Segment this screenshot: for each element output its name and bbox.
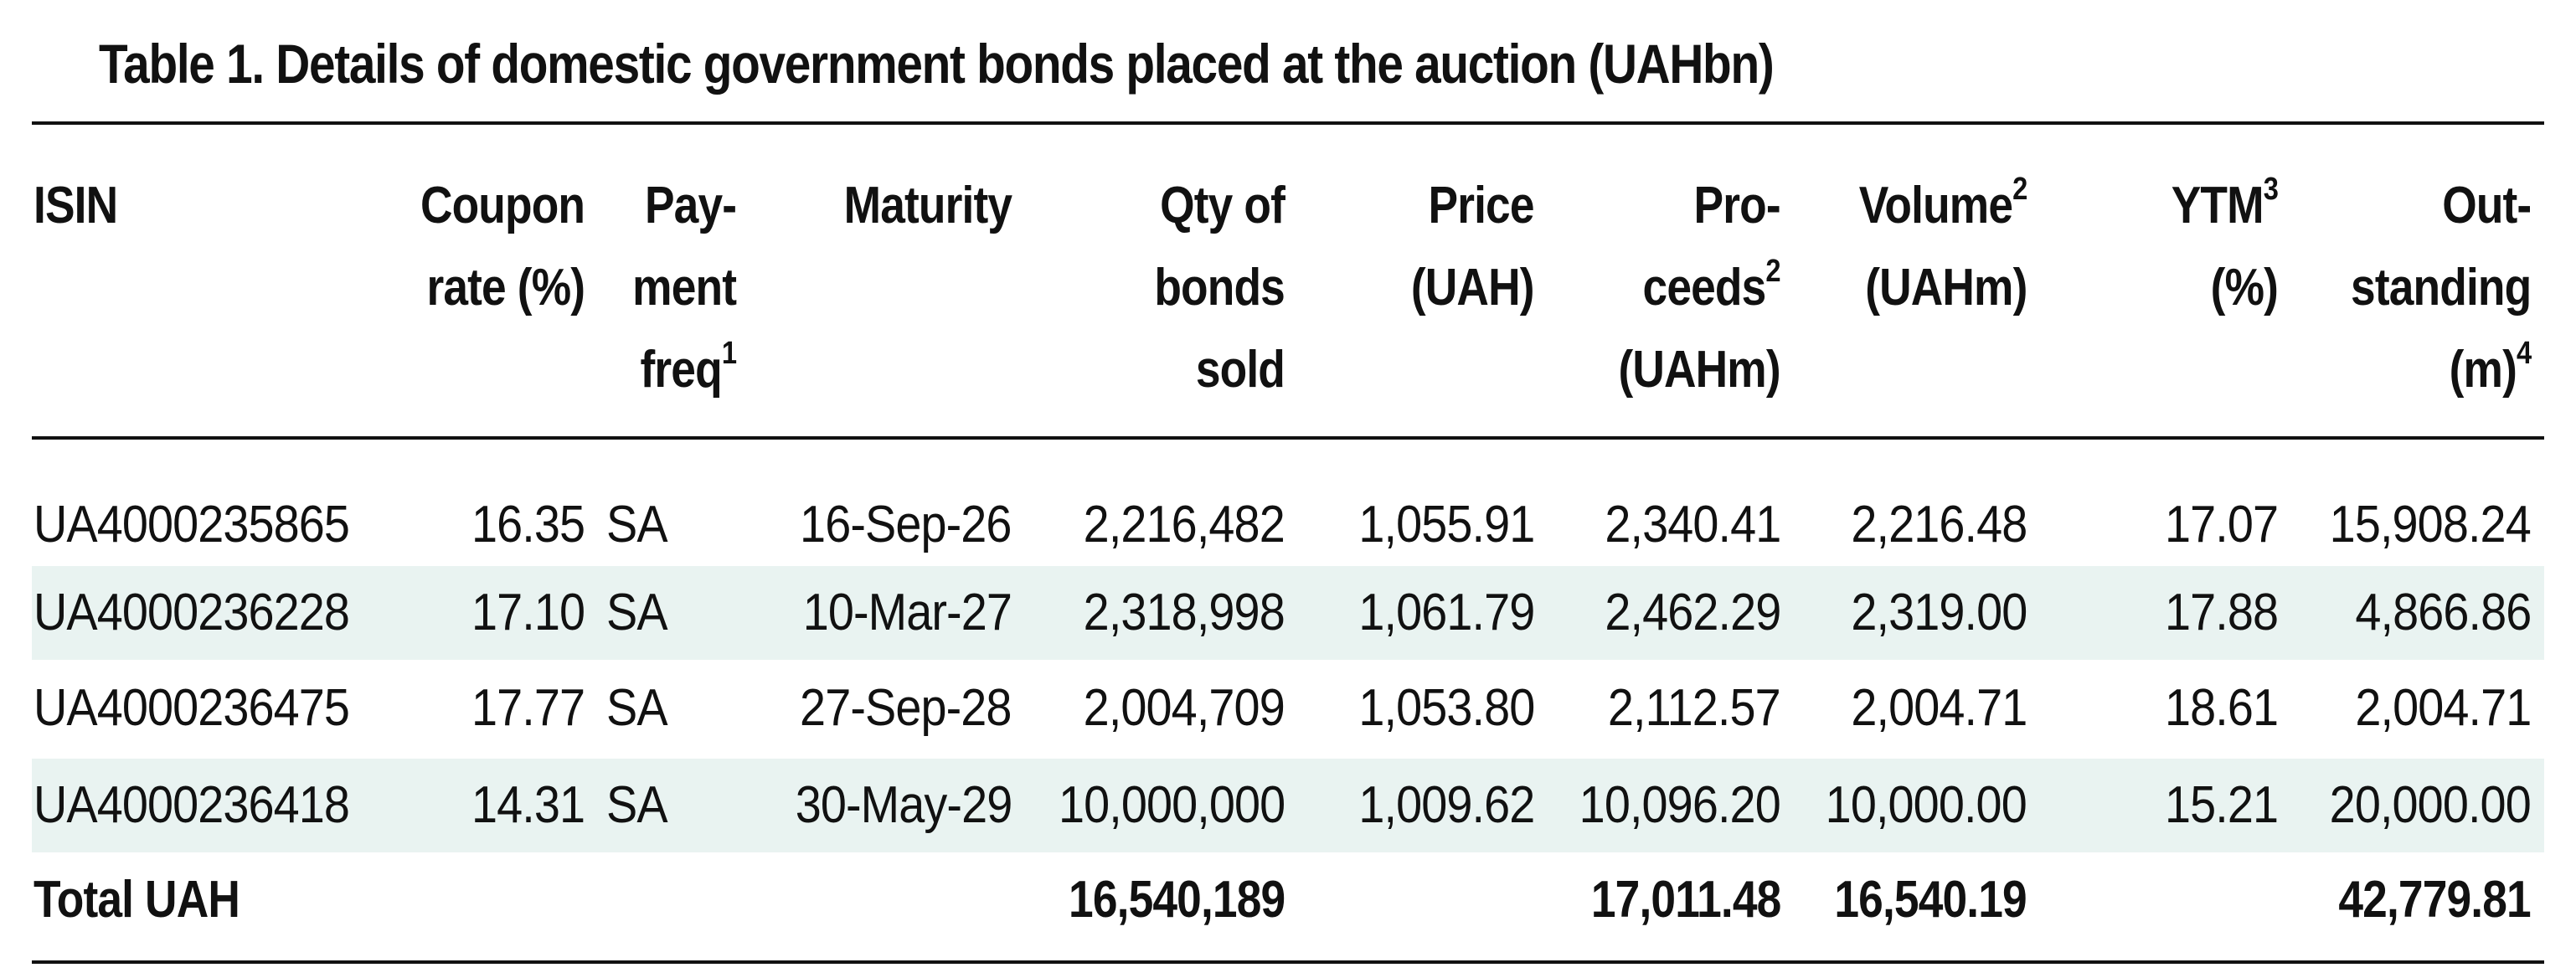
cell-freq: SA (606, 679, 668, 737)
header-rule (32, 436, 2544, 440)
row-shade-2 (32, 566, 2544, 660)
cell-outstanding: 2,004.71 (2354, 679, 2532, 737)
cell-isin: UA4000236475 (33, 679, 350, 737)
total-outstanding: 42,779.81 (2338, 871, 2532, 929)
cell-volume: 2,319.00 (1850, 584, 2027, 641)
header-proceeds: Pro- ceeds2 (UAHm) (1618, 177, 1781, 399)
cell-ytm: 15.21 (2164, 776, 2279, 834)
cell-coupon: 16.35 (471, 496, 585, 553)
cell-ytm: 18.61 (2164, 679, 2279, 737)
header-outstanding: Out- standing (m)4 (2350, 177, 2532, 399)
cell-proceeds: 2,112.57 (1608, 679, 1781, 737)
cell-price: 1,061.79 (1358, 584, 1535, 641)
cell-maturity: 27-Sep-28 (800, 679, 1012, 737)
top-rule (32, 121, 2544, 125)
cell-qty: 2,216,482 (1083, 496, 1285, 553)
header-price: Price (UAH) (1411, 177, 1535, 317)
total-qty: 16,540,189 (1068, 871, 1285, 929)
cell-freq: SA (606, 496, 668, 553)
cell-volume: 10,000.00 (1825, 776, 2027, 834)
cell-volume: 2,004.71 (1850, 679, 2027, 737)
bottom-rule (32, 960, 2544, 964)
cell-isin: UA4000236418 (33, 776, 350, 834)
cell-coupon: 17.10 (471, 584, 585, 641)
cell-outstanding: 15,908.24 (2329, 496, 2532, 553)
cell-freq: SA (606, 584, 668, 641)
cell-qty: 2,004,709 (1083, 679, 1285, 737)
header-coupon-rate: Coupon rate (%) (420, 177, 585, 317)
cell-coupon: 14.31 (471, 776, 585, 834)
header-volume: Volume2 (UAHm) (1858, 172, 2027, 317)
header-isin: ISIN (33, 177, 118, 234)
cell-maturity: 16-Sep-26 (800, 496, 1012, 553)
cell-proceeds: 10,096.20 (1579, 776, 1781, 834)
header-qty-bonds-sold: Qty of bonds sold (1154, 177, 1285, 399)
total-proceeds: 17,011.48 (1590, 871, 1780, 929)
cell-proceeds: 2,340.41 (1604, 496, 1781, 553)
header-ytm: YTM3 (%) (2171, 172, 2279, 317)
cell-price: 1,009.62 (1358, 776, 1535, 834)
header-maturity: Maturity (843, 177, 1012, 234)
cell-outstanding: 20,000.00 (2329, 776, 2532, 834)
cell-price: 1,053.80 (1358, 679, 1535, 737)
cell-isin: UA4000236228 (33, 584, 350, 641)
cell-maturity: 10-Mar-27 (802, 584, 1012, 641)
total-volume: 16,540.19 (1834, 871, 2027, 929)
cell-qty: 2,318,998 (1083, 584, 1285, 641)
total-label: Total UAH (33, 871, 240, 929)
cell-isin: UA4000235865 (33, 496, 350, 553)
cell-freq: SA (606, 776, 668, 834)
cell-ytm: 17.07 (2164, 496, 2279, 553)
cell-outstanding: 4,866.86 (2354, 584, 2532, 641)
table-title: Table 1. Details of domestic government … (99, 33, 1775, 95)
cell-coupon: 17.77 (471, 679, 585, 737)
cell-maturity: 30-May-29 (795, 776, 1012, 834)
row-shade-4 (32, 759, 2544, 852)
cell-ytm: 17.88 (2164, 584, 2279, 641)
cell-proceeds: 2,462.29 (1604, 584, 1781, 641)
cell-price: 1,055.91 (1358, 496, 1535, 553)
header-payment-freq: Pay- ment freq1 (632, 177, 737, 399)
cell-qty: 10,000,000 (1058, 776, 1285, 834)
cell-volume: 2,216.48 (1850, 496, 2027, 553)
